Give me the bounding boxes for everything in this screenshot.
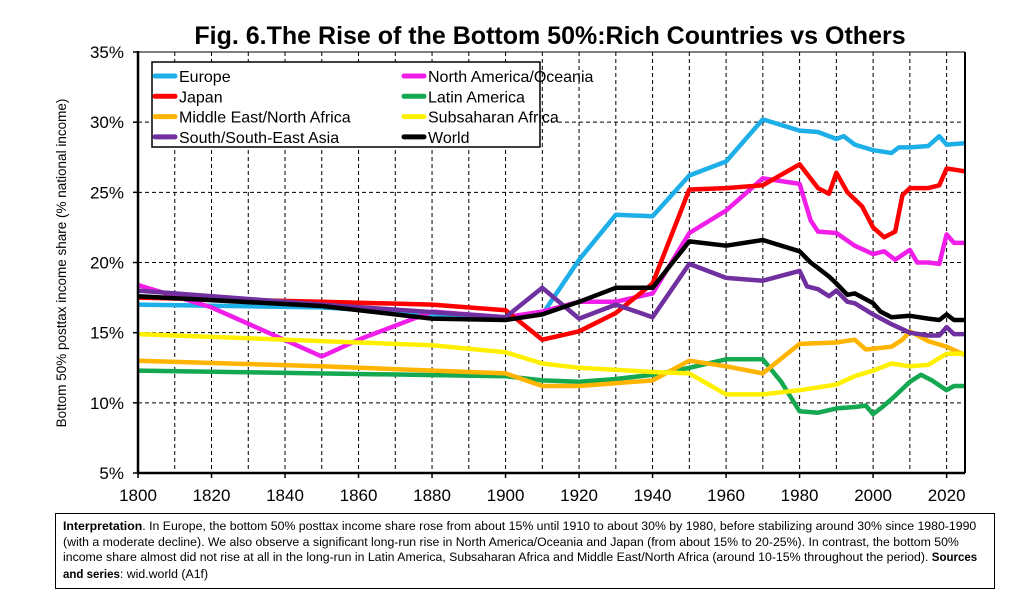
x-tick-label: 1920 [560, 486, 598, 505]
y-tick-label: 15% [90, 324, 124, 343]
y-tick-label: 10% [90, 394, 124, 413]
y-tick-label: 5% [99, 464, 124, 483]
series-line-europe [137, 117, 966, 321]
interpretation-note: Interpretation. In Europe, the bottom 50… [55, 513, 995, 589]
series-line-latin-america [137, 357, 965, 417]
note-lead: Interpretation [63, 519, 143, 533]
x-tick-label: 2020 [928, 486, 966, 505]
series-lines [137, 117, 966, 417]
sources-label: Sources and series [63, 552, 978, 581]
legend-label: Subsaharan Africa [428, 110, 559, 127]
sources-value: : wid.world (A1f) [119, 566, 209, 581]
y-tick-label: 25% [90, 183, 124, 202]
series-line-subsaharan-africa [137, 331, 965, 397]
tick-labels: 5% 10% 15% 20% 25% 30% 35% 1800 1820 1840 1860 1880… [90, 43, 966, 505]
y-tick-label: 30% [90, 113, 124, 132]
x-tick-label: 1820 [193, 486, 231, 505]
legend-label: Japan [179, 89, 223, 106]
series-line-world [137, 237, 965, 323]
y-tick-label: 20% [90, 254, 124, 273]
legend: Europe North America/Oceania Japan Latin Am… [151, 61, 594, 148]
legend-label: Latin America [428, 89, 525, 106]
note-body: . In Europe, the bottom 50% posttax inco… [63, 519, 977, 564]
y-tick-label: 35% [90, 43, 124, 62]
x-tick-label: 1860 [340, 486, 378, 505]
series-line-japan [137, 162, 966, 342]
x-tick-label: 1840 [266, 486, 304, 505]
legend-label: Middle East/North Africa [179, 110, 351, 127]
x-tick-label: 1880 [413, 486, 451, 505]
x-tick-label: 1800 [119, 486, 157, 505]
legend-label: South/South-East Asia [179, 130, 339, 147]
legend-label: North America/Oceania [428, 69, 594, 86]
legend-box [151, 61, 541, 148]
x-tick-label: 1960 [707, 486, 745, 505]
x-tick-label: 2000 [854, 486, 892, 505]
y-axis-label: Bottom 50% posttax income share (% natio… [54, 99, 69, 428]
x-tick-label: 1900 [487, 486, 525, 505]
x-tick-label: 1940 [634, 486, 672, 505]
legend-label: World [428, 130, 470, 147]
chart-title: Fig. 6.The Rise of the Bottom 50%:Rich C… [194, 22, 905, 50]
x-tick-label: 1980 [781, 486, 819, 505]
axes [133, 51, 966, 478]
series-line-north-america-oceania [137, 176, 965, 359]
legend-label: Europe [179, 69, 231, 86]
series-line-south-south-east-asia [137, 261, 965, 338]
